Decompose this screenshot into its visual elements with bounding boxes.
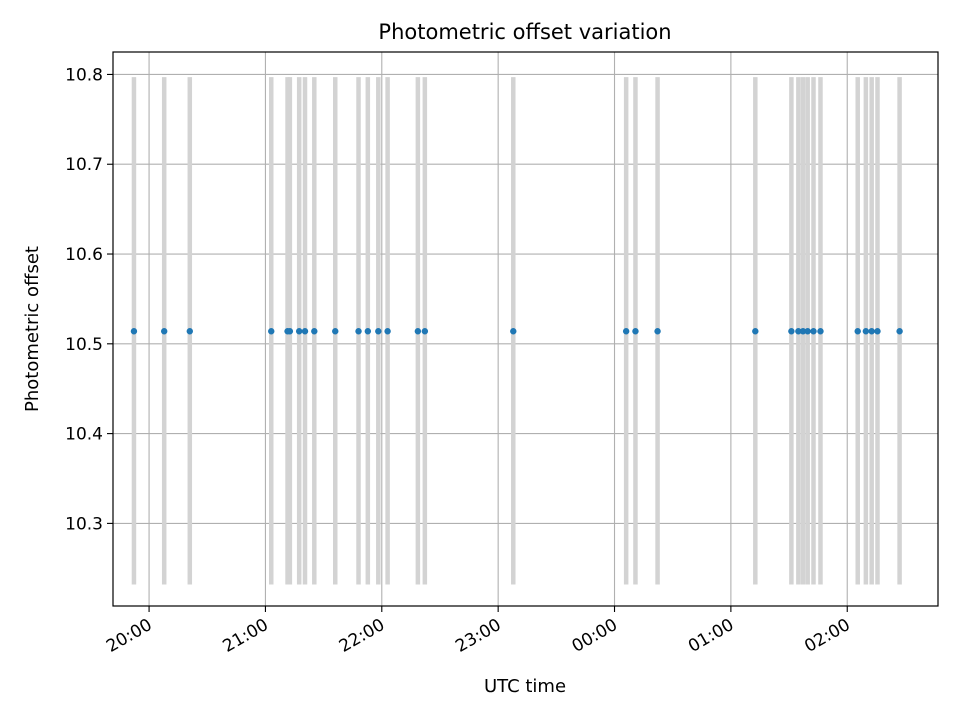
data-point bbox=[311, 328, 318, 335]
data-point bbox=[804, 328, 811, 335]
y-axis-ticks: 10.3 10.4 10.5 10.6 10.7 10.8 bbox=[65, 65, 113, 534]
y-axis-label: Photometric offset bbox=[22, 246, 43, 412]
data-point bbox=[130, 328, 138, 335]
data-point bbox=[788, 328, 795, 335]
data-point bbox=[421, 328, 429, 335]
data-point bbox=[375, 328, 382, 335]
data-point bbox=[752, 328, 759, 335]
y-tick-label: 10.4 bbox=[65, 425, 103, 445]
data-point bbox=[510, 328, 517, 335]
data-point bbox=[622, 328, 630, 335]
data-point bbox=[654, 328, 661, 335]
y-tick-label: 10.3 bbox=[65, 514, 103, 534]
data-point bbox=[868, 328, 875, 335]
data-point bbox=[896, 328, 903, 335]
y-tick-label: 10.7 bbox=[65, 155, 103, 175]
data-point bbox=[301, 328, 309, 335]
data-points bbox=[130, 328, 903, 335]
data-point bbox=[160, 328, 168, 335]
data-point bbox=[364, 328, 372, 335]
plot-frame bbox=[112, 51, 939, 607]
y-tick-label: 10.8 bbox=[65, 65, 103, 85]
chart-title: Photometric offset variation bbox=[378, 20, 671, 44]
data-point bbox=[817, 328, 824, 335]
data-point bbox=[384, 328, 391, 335]
y-tick-label: 10.6 bbox=[65, 245, 103, 265]
data-point bbox=[799, 328, 807, 335]
data-point bbox=[874, 328, 881, 335]
data-point bbox=[810, 328, 817, 335]
y-tick-label: 10.5 bbox=[65, 335, 103, 355]
data-point bbox=[268, 328, 275, 335]
data-point bbox=[414, 328, 422, 335]
data-point bbox=[854, 328, 861, 335]
data-point bbox=[295, 328, 303, 335]
data-point bbox=[186, 328, 193, 335]
x-axis-label: UTC time bbox=[484, 676, 566, 697]
data-point bbox=[862, 328, 870, 335]
data-point bbox=[286, 328, 294, 335]
data-point bbox=[355, 328, 362, 335]
data-point bbox=[332, 328, 339, 335]
data-point bbox=[632, 328, 639, 335]
data-point bbox=[795, 328, 802, 335]
